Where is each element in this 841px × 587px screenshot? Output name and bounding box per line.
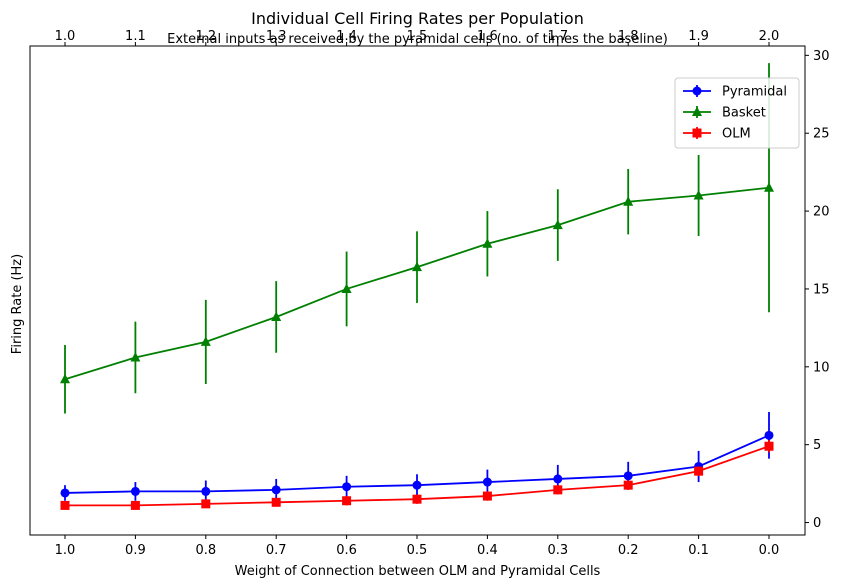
legend-item-olm: OLM [683, 127, 751, 142]
top-x-tick-label: 2.0 [759, 29, 780, 44]
pyramidal-point [482, 477, 492, 487]
pyramidal-point [201, 486, 211, 496]
olm-point [271, 497, 281, 507]
legend-box [674, 77, 800, 149]
legend-item-pyramidal: Pyramidal [683, 85, 787, 100]
series-pyramidal [60, 411, 774, 503]
basket-legend-label: Basket [722, 106, 766, 121]
olm-legend-label: OLM [722, 127, 751, 142]
y-tick-label: 0 [813, 516, 821, 531]
basket-point [60, 373, 70, 384]
top-x-tick-label: 1.8 [618, 29, 639, 44]
basket-point [271, 311, 282, 321]
top-x-tick-label: 1.2 [195, 29, 216, 44]
pyramidal-point [764, 430, 774, 440]
pyramidal-point [412, 480, 422, 490]
x-tick-label: 0.2 [618, 543, 639, 558]
legend-item-basket: Basket [683, 106, 766, 121]
pyramidal-point [623, 471, 633, 481]
x-tick-label: 0.3 [547, 543, 568, 558]
top-x-tick-label: 1.9 [688, 29, 709, 44]
olm-point [342, 496, 352, 506]
olm-point [694, 466, 704, 476]
top-axis-label: External inputs as received by the pyram… [167, 32, 668, 47]
y-tick-label: 25 [813, 127, 830, 142]
series-basket [60, 63, 774, 414]
basket-legend-marker [692, 106, 702, 116]
basket-point [341, 283, 352, 293]
pyramidal-legend-label: Pyramidal [722, 85, 787, 100]
basket-point [130, 351, 141, 362]
basket-point [552, 219, 563, 230]
y-tick-label: 10 [813, 360, 830, 375]
x-axis-label: Weight of Connection between OLM and Pyr… [235, 564, 601, 579]
x-tick-label: 0.5 [407, 543, 428, 558]
basket-point [482, 238, 493, 248]
series-olm [60, 440, 774, 510]
y-tick-label: 15 [813, 282, 830, 297]
x-tick-label: 0.9 [125, 543, 146, 558]
y-axis-label: Firing Rate (Hz) [10, 254, 25, 354]
pyramidal-point [271, 485, 281, 495]
basket-point [693, 190, 704, 200]
olm-legend-marker [692, 128, 702, 138]
basket-point [764, 182, 774, 192]
y-tick-label: 30 [813, 49, 830, 64]
plot-frame [29, 45, 806, 536]
x-tick-label: 0.7 [266, 543, 287, 558]
olm-point [201, 499, 211, 509]
olm-point [482, 491, 492, 501]
x-tick-label: 1.0 [55, 543, 76, 558]
olm-point [764, 441, 774, 451]
x-tick-label: 0.4 [477, 543, 498, 558]
x-tick-label: 0.6 [336, 543, 357, 558]
olm-point [60, 500, 70, 510]
legend: Pyramidal Basket OLM [674, 77, 800, 149]
pyramidal-legend-marker [692, 86, 702, 96]
olm-point [623, 480, 633, 490]
y-tick-label: 5 [813, 438, 821, 453]
chart-title: Individual Cell Firing Rates per Populat… [251, 9, 584, 28]
olm-point [130, 500, 140, 510]
x-tick-label: 0.1 [688, 543, 709, 558]
olm-point [412, 494, 422, 504]
top-x-tick-label: 1.3 [266, 29, 287, 44]
top-x-tick-label: 1.0 [55, 29, 76, 44]
pyramidal-point [130, 486, 140, 496]
plot-area: 1.0 0.9 0.8 0.7 0.6 0.5 0.4 0.3 0.2 0.1 0.0 1.0 1.1 1… [55, 29, 830, 558]
olm-point [553, 485, 563, 495]
pyramidal-point [342, 482, 352, 492]
y-tick-label: 20 [813, 205, 830, 220]
top-x-tick-label: 1.4 [336, 29, 357, 44]
pyramidal-point [60, 488, 70, 498]
top-x-tick-label: 1.7 [547, 29, 568, 44]
basket-point [623, 196, 634, 206]
basket-point [200, 336, 211, 346]
x-tick-label: 0.8 [195, 543, 216, 558]
top-x-tick-label: 1.5 [407, 29, 428, 44]
top-x-tick-label: 1.6 [477, 29, 498, 44]
pyramidal-point [553, 474, 563, 484]
basket-point [412, 261, 422, 272]
x-tick-label: 0.0 [759, 543, 780, 558]
top-x-tick-label: 1.1 [125, 29, 146, 44]
